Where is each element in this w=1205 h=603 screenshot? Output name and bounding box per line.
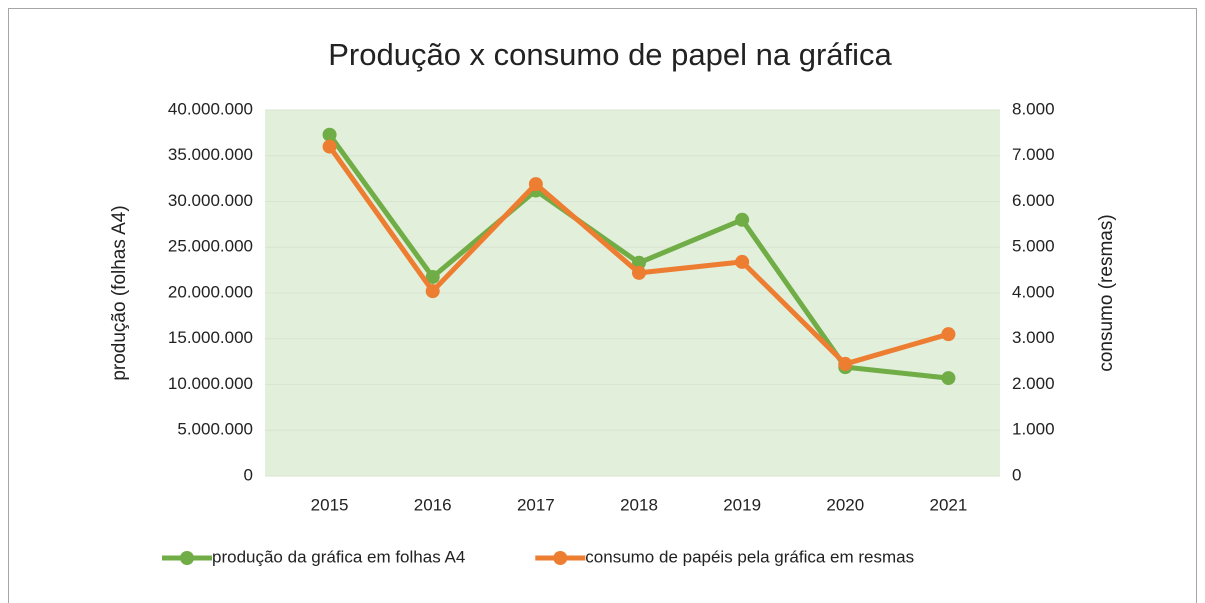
x-tick-label: 2019 [723,495,761,514]
y-tick-label: 10.000.000 [168,374,253,393]
y-tick-label: 15.000.000 [168,328,253,347]
x-tick-label: 2021 [930,495,968,514]
point [735,254,750,269]
y2-tick-label: 6.000 [1012,191,1055,210]
y-tick-label: 25.000.000 [168,237,253,256]
legend-label: produção da gráfica em folhas A4 [212,547,465,566]
point [735,212,750,227]
point [941,327,956,342]
y2-tick-label: 1.000 [1012,420,1055,439]
x-tick-label: 2016 [414,495,452,514]
y2-axis-title: consumo (resmas) [1096,214,1117,371]
y2-tick-label: 5.000 [1012,237,1055,256]
y-tick-label: 5.000.000 [177,420,253,439]
legend-label: consumo de papéis pela gráfica em resmas [585,547,914,566]
y2-tick-label: 0 [1012,465,1021,484]
y2-tick-label: 4.000 [1012,282,1055,301]
x-tick-label: 2015 [311,495,349,514]
y-tick-label: 20.000.000 [168,282,253,301]
y-tick-label: 40.000.000 [168,99,253,118]
point [425,284,440,299]
legend-marker [180,551,194,565]
y2-tick-label: 7.000 [1012,145,1055,164]
y-axis-title: produção (folhas A4) [109,205,130,380]
chart-title: Produção x consumo de papel na gráfica [328,37,892,72]
y2-tick-label: 8.000 [1012,99,1055,118]
x-tick-label: 2020 [826,495,864,514]
point [425,269,440,284]
y-tick-label: 30.000.000 [168,191,253,210]
point [838,356,853,371]
x-tick-label: 2017 [517,495,555,514]
point [322,139,337,154]
point [322,127,337,142]
legend-marker [553,551,568,565]
y2-tick-label: 2.000 [1012,374,1055,393]
y-tick-label: 35.000.000 [168,145,253,164]
point [941,371,956,386]
x-tick-label: 2018 [620,495,658,514]
y2-tick-label: 3.000 [1012,328,1055,347]
point [632,255,646,270]
point [632,265,646,280]
point [528,177,543,192]
y-tick-label: 0 [244,465,253,484]
